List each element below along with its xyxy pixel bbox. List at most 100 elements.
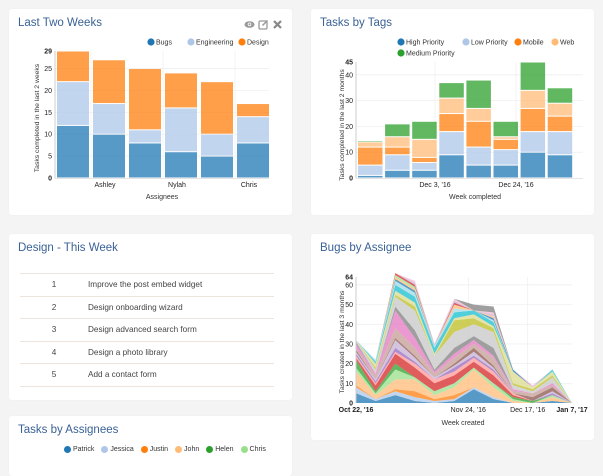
legend-label: Low Priority (471, 40, 508, 47)
table-row[interactable]: 3 Design advanced search form (20, 318, 274, 341)
bar-segment (493, 137, 518, 139)
bar-segment (385, 137, 410, 147)
y-axis-title: Tasks completed in the last 2 months (339, 69, 346, 181)
y-tick-label: 5 (48, 154, 52, 161)
legend-item[interactable]: High Priority (397, 38, 445, 47)
legend-label: Design (247, 40, 269, 47)
card-tasks-by-tags: Tasks by Tags 0 10 20 30 40 45 Dec 3, '16 Dec 2… (311, 9, 594, 215)
bar-segment (466, 147, 491, 165)
legend-item[interactable]: Engineering (187, 38, 233, 47)
bar-segment (385, 155, 410, 170)
bar-segment (439, 155, 464, 178)
card-tasks-by-assignees: Tasks by Assignees Patrick Jessica Justin J… (9, 416, 292, 476)
x-tick-label: Nylah (168, 182, 186, 189)
bar-segment (358, 141, 383, 142)
y-tick-label: 40 (345, 322, 353, 329)
bar-segment (547, 103, 573, 116)
x-tick-label: Oct 22, '16 (339, 407, 374, 414)
bar-segment (412, 139, 437, 157)
table-row[interactable]: 2 Design onboarding wizard (20, 295, 274, 319)
y-tick-label: 20 (345, 361, 353, 368)
bar-segment (466, 121, 491, 147)
bar-segment (439, 83, 464, 98)
card-title: Tasks by Assignees (18, 424, 119, 436)
y-axis-title: Tasks created in the last 3 months (339, 290, 346, 393)
y-tick-label: 0 (349, 401, 353, 408)
legend-label: Engineering (196, 40, 233, 47)
table-row[interactable]: 4 Design a photo library (20, 340, 274, 364)
y-tick-label: 0 (48, 176, 52, 183)
area-series (356, 367, 572, 403)
bar-segment (237, 143, 269, 178)
y-axis-title: Tasks completed in the last 2 weeks (34, 63, 41, 172)
table-row[interactable]: 5 Add a contact form (20, 363, 274, 387)
legend-label: Bugs (156, 40, 172, 47)
chart-tasks-by-tags: 0 10 20 30 40 45 Dec 3, '16 Dec 24, '16 Week com… (339, 38, 583, 201)
legend-label: High Priority (406, 40, 445, 47)
task-name: Design a photo library (88, 340, 274, 364)
bar-segment (129, 69, 161, 130)
bar-segment (547, 116, 573, 132)
close-icon[interactable] (272, 17, 283, 29)
legend-dot-icon (551, 38, 559, 46)
row-number: 1 (20, 273, 88, 296)
y-tick-label: 50 (345, 302, 353, 309)
bar-segment (201, 134, 233, 156)
y-tick-label: 15 (44, 110, 52, 117)
bar-segment (358, 165, 383, 175)
bar-segment (201, 82, 233, 134)
legend-dot-icon (187, 38, 195, 46)
y-tick-label: 10 (44, 132, 52, 139)
bar-segment (547, 132, 573, 155)
y-tick-label: 20 (345, 124, 353, 131)
legend-label: Web (560, 40, 574, 47)
bar-segment (57, 51, 89, 82)
bar-segment (493, 150, 518, 165)
legend-item[interactable]: Low Priority (462, 38, 508, 47)
edit-icon[interactable] (258, 17, 269, 30)
row-number: 3 (20, 318, 88, 341)
bar-segment (165, 73, 197, 108)
chart-last-two-weeks: 0 5 10 15 20 25 29 Ashley Nylah Chris Assignees Tas… (34, 38, 269, 201)
task-name: Design onboarding wizard (88, 295, 274, 319)
bar-segment (520, 132, 546, 152)
legend-item[interactable]: Design (238, 38, 269, 47)
legend-item[interactable]: Bugs (147, 38, 172, 47)
bar-segment (520, 108, 546, 132)
design-task-table: 1 Improve the post embed widget 2 Design on… (20, 273, 274, 387)
bar-segment (129, 130, 161, 143)
y-tick-label: 64 (345, 275, 353, 282)
bar-segment (385, 170, 410, 178)
x-tick-label: Jan 7, '17 (556, 407, 587, 414)
card-title: Bugs by Assignee (320, 242, 412, 254)
bar-segment (165, 108, 197, 152)
y-tick-label: 40 (345, 72, 353, 79)
bar-segment (466, 80, 491, 108)
bar-segment (57, 125, 89, 178)
x-axis-title: Week completed (449, 194, 501, 201)
bar-segment (412, 170, 437, 178)
legend-item[interactable]: Web (551, 38, 574, 47)
legend-dot-icon (462, 38, 470, 46)
bar-segment (439, 114, 464, 132)
bar-segment (439, 98, 464, 114)
bar-segment (493, 121, 518, 137)
card-last-two-weeks: Last Two Weeks 0 5 10 15 20 25 29 Ashley Nylah Ch… (9, 9, 292, 215)
legend-item[interactable]: Mobile (514, 38, 544, 47)
area-series (356, 310, 572, 403)
row-number: 4 (20, 340, 88, 364)
area-series (356, 369, 572, 403)
card-title: Design - This Week (18, 242, 118, 254)
bar-segment (129, 143, 161, 178)
bar-segment (466, 165, 491, 178)
area-series (356, 296, 572, 403)
legend-dot-icon (397, 49, 405, 57)
eye-icon[interactable] (244, 17, 255, 28)
legend-item[interactable]: Medium Priority (397, 49, 455, 58)
bar-segment (412, 157, 437, 163)
card-title: Tasks by Tags (320, 17, 393, 29)
y-tick-label: 60 (345, 282, 353, 289)
table-row[interactable]: 1 Improve the post embed widget (20, 273, 274, 296)
card-actions (244, 17, 283, 30)
